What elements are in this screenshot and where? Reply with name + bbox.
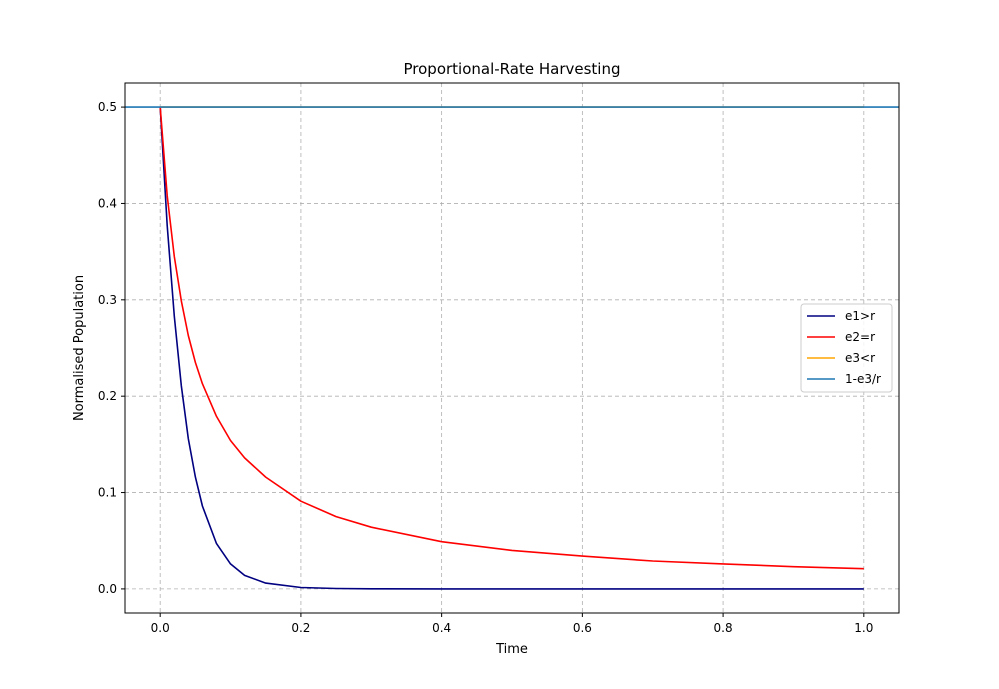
x-tick-label: 1.0 [854,621,873,635]
chart-title: Proportional-Rate Harvesting [404,60,621,78]
x-tick-label: 0.8 [714,621,733,635]
x-tick-label: 0.4 [432,621,451,635]
y-axis-ticks: 0.0 0.1 0.2 0.3 0.4 0.5 [98,100,125,596]
y-tick-label: 0.2 [98,389,117,403]
legend: e1>r e2=r e3<r 1-e3/r [800,303,893,393]
y-tick-label: 0.1 [98,486,117,500]
plot-frame [124,82,900,614]
y-tick-label: 0.3 [98,293,117,307]
x-axis-label: Time [495,642,528,657]
series-line-0 [159,107,864,590]
legend-label: e1>r [845,309,875,323]
legend-box [800,303,893,393]
legend-label: e2=r [845,330,875,344]
y-tick-label: 0.0 [98,582,117,596]
legend-label: e3<r [845,351,875,365]
y-tick-label: 0.4 [98,196,117,210]
y-axis-label: Normalised Population [72,275,87,421]
grid [125,83,899,613]
series-group [125,106,899,590]
x-tick-label: 0.0 [151,621,170,635]
legend-label: 1-e3/r [845,372,881,386]
y-tick-label: 0.5 [98,100,117,114]
x-tick-label: 0.2 [291,621,310,635]
x-tick-label: 0.6 [573,621,592,635]
x-axis-ticks: 0.0 0.2 0.4 0.6 0.8 1.0 [151,613,873,635]
series-line-1 [159,107,864,570]
